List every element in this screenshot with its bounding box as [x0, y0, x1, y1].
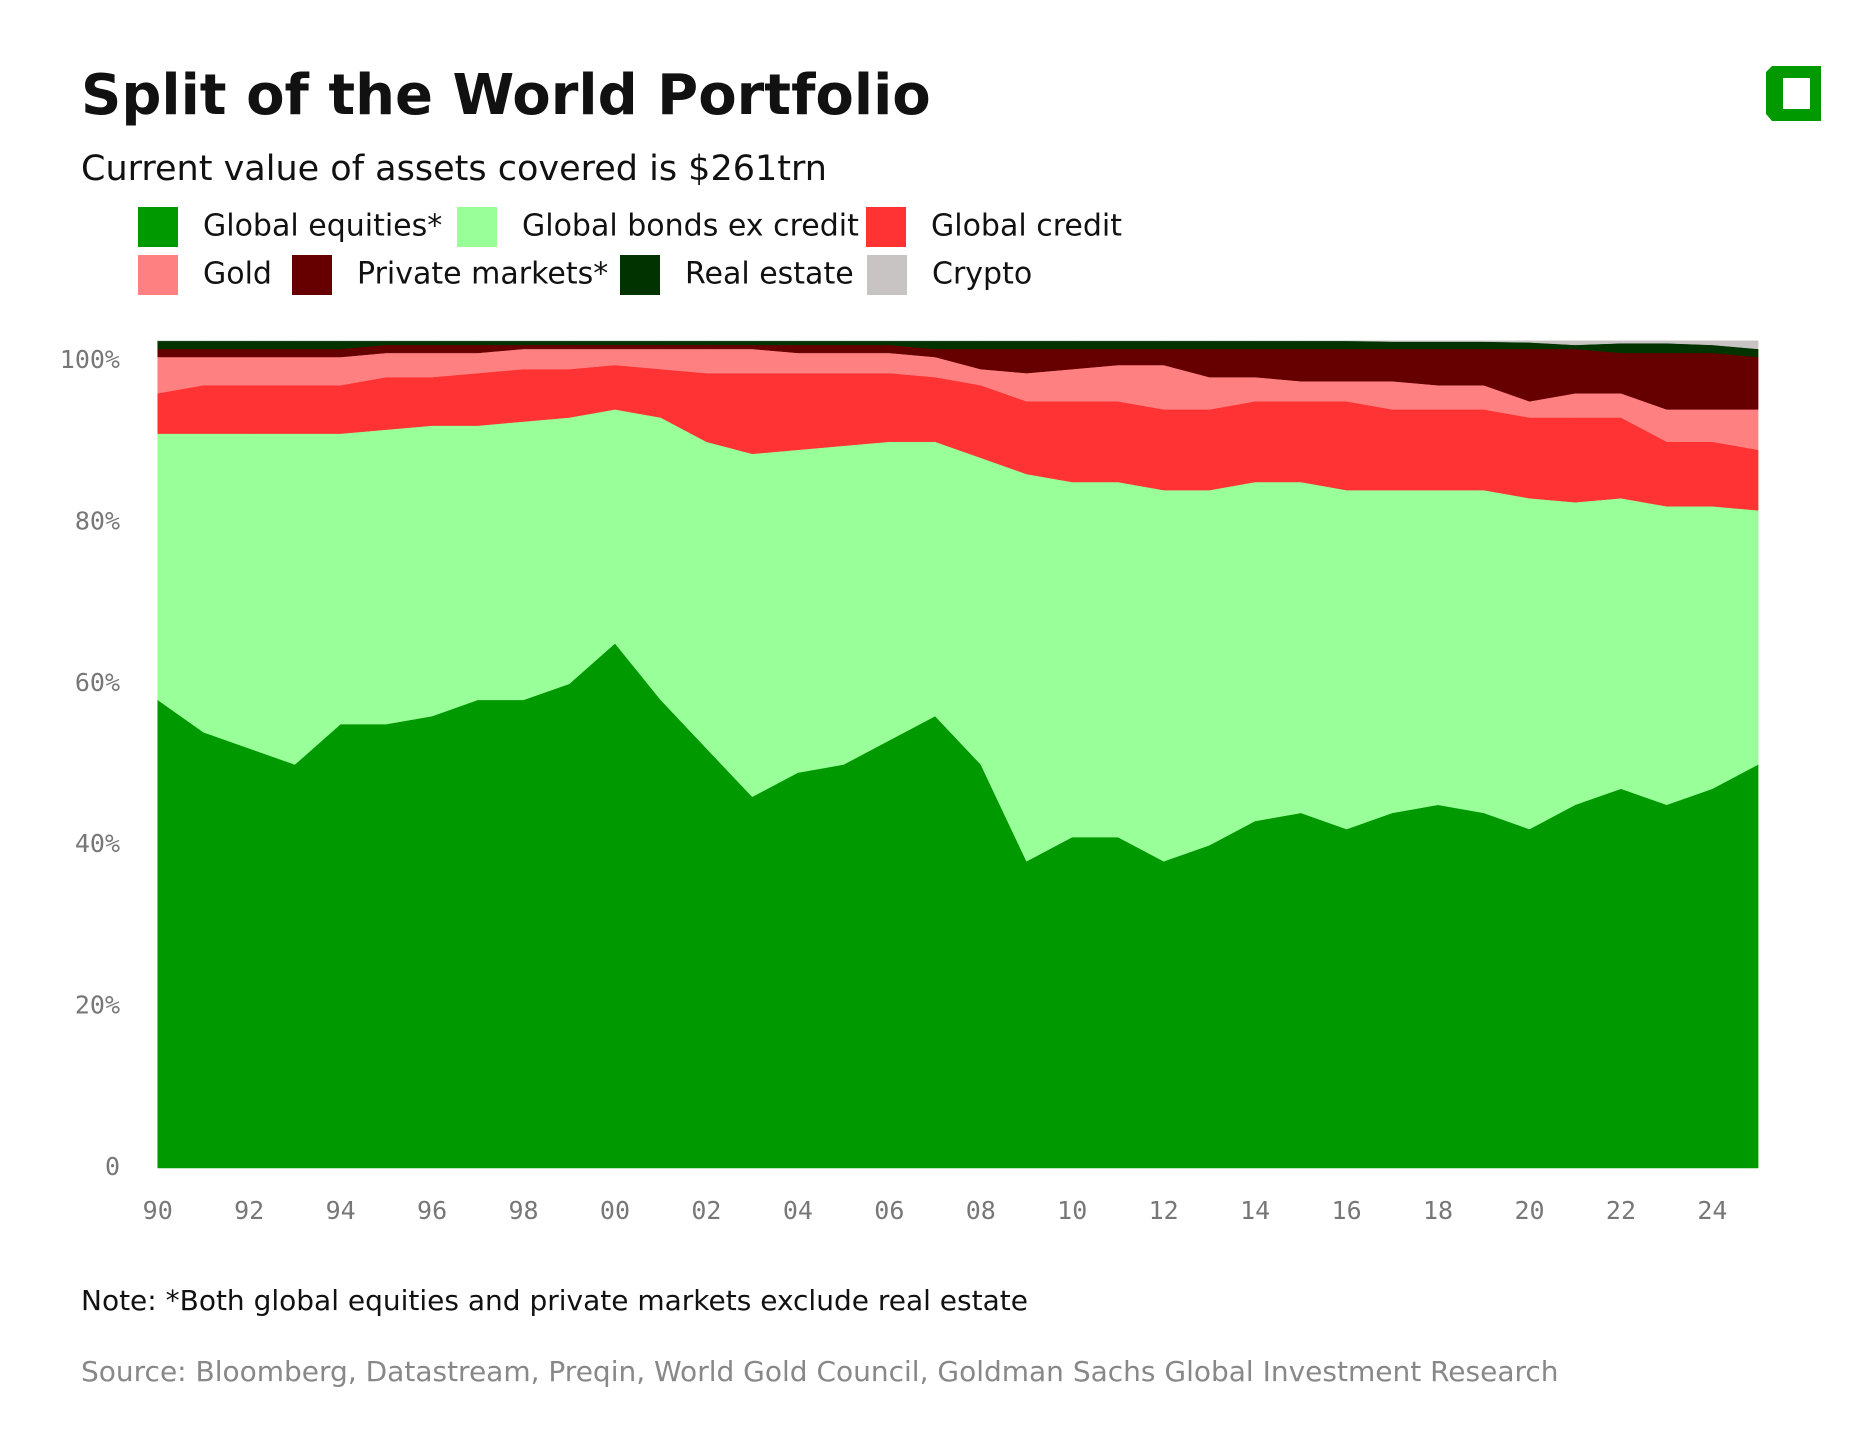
x-tick-label: 02 [691, 1196, 721, 1225]
chart-title: Split of the World Portfolio [81, 63, 931, 128]
legend-label: Real estate [685, 257, 854, 292]
legend-swatch [138, 207, 178, 247]
y-tick-label: 80% [75, 506, 120, 535]
x-tick-label: 06 [874, 1196, 904, 1225]
legend-swatch [866, 207, 906, 247]
x-tick-label: 08 [966, 1196, 996, 1225]
x-tick-label: 96 [417, 1196, 447, 1225]
legend-label: Global credit [931, 209, 1122, 244]
area [157, 340, 1759, 350]
y-tick-label: 60% [75, 668, 120, 697]
x-tick-label: 22 [1606, 1196, 1636, 1225]
x-tick-label: 92 [234, 1196, 264, 1225]
x-tick-label: 94 [326, 1196, 356, 1225]
x-tick-label: 18 [1423, 1196, 1453, 1225]
x-tick-label: 04 [783, 1196, 813, 1225]
y-tick-label: 100% [60, 345, 120, 374]
legend-swatch [620, 255, 660, 295]
y-tick-label: 20% [75, 991, 120, 1020]
source: Source: Bloomberg, Datastream, Preqin, W… [81, 1355, 1559, 1388]
x-tick-label: 12 [1149, 1196, 1179, 1225]
legend-label: Global equities* [203, 209, 442, 244]
legend-label: Gold [203, 257, 272, 292]
x-tick-label: 16 [1332, 1196, 1362, 1225]
legend-label: Global bonds ex credit [522, 209, 859, 244]
legend-swatch [138, 255, 178, 295]
logo [1766, 66, 1821, 121]
x-tick-label: 00 [600, 1196, 630, 1225]
legend-swatch [292, 255, 332, 295]
legend-swatch [867, 255, 907, 295]
x-tick-label: 98 [508, 1196, 538, 1225]
y-tick-label: 0 [105, 1152, 120, 1181]
legend-swatch [457, 207, 497, 247]
legend-label: Crypto [932, 257, 1032, 292]
x-tick-label: 10 [1057, 1196, 1087, 1225]
x-tick-label: 20 [1514, 1196, 1544, 1225]
chart-subtitle: Current value of assets covered is $261t… [81, 149, 827, 189]
y-tick-label: 40% [75, 829, 120, 858]
x-tick-label: 14 [1240, 1196, 1270, 1225]
x-tick-label: 24 [1697, 1196, 1727, 1225]
legend-label: Private markets* [357, 257, 608, 292]
x-tick-label: 90 [143, 1196, 173, 1225]
note: Note: *Both global equities and private … [81, 1284, 1028, 1317]
